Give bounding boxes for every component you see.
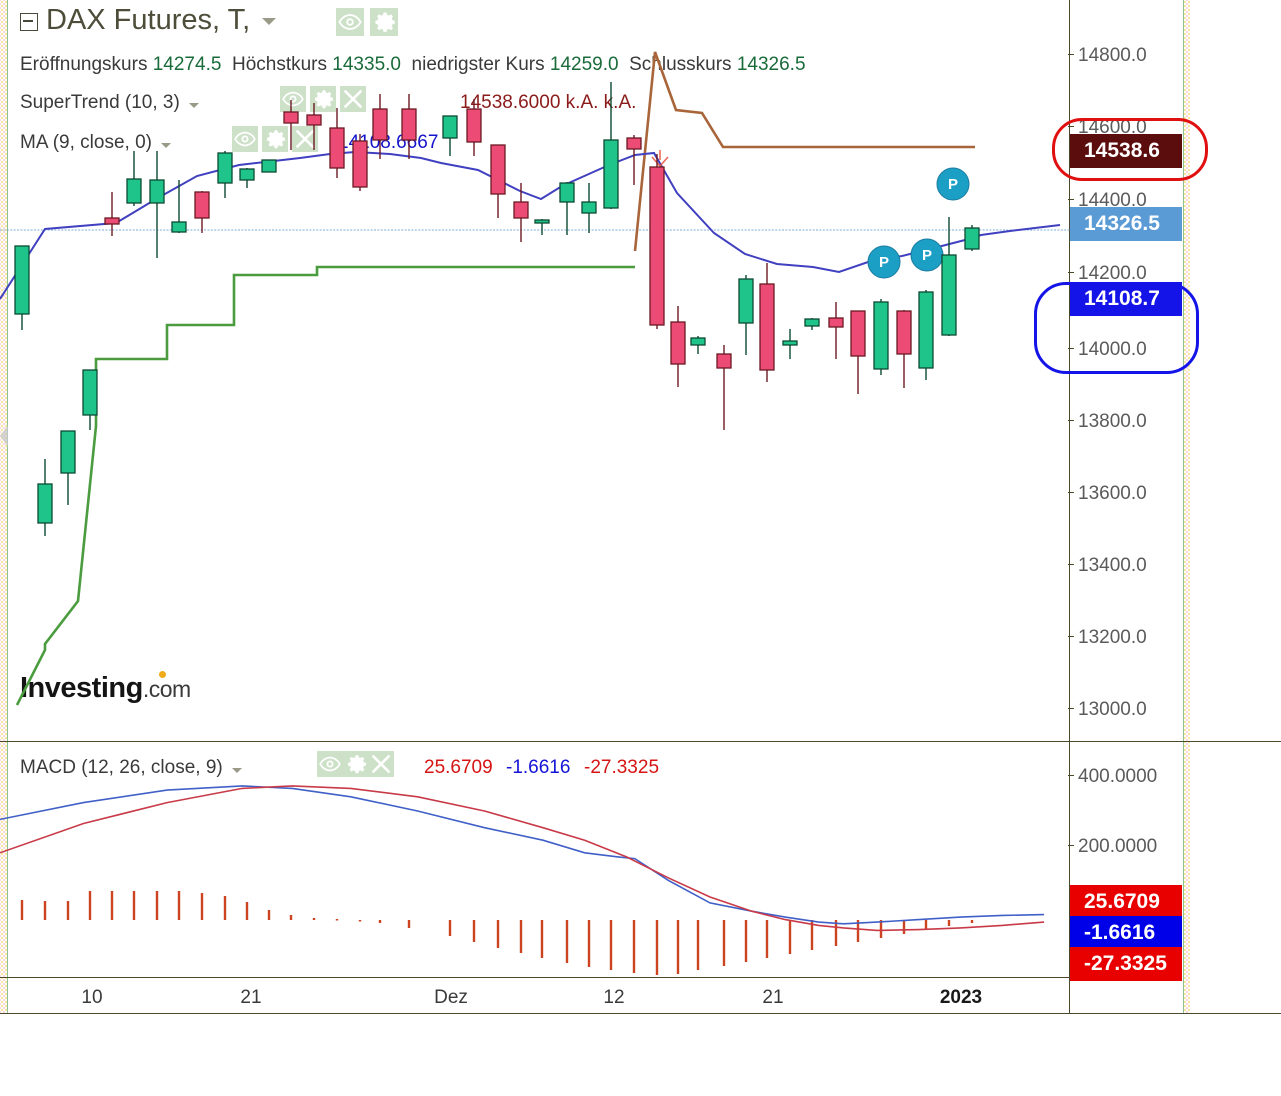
svg-text:P: P xyxy=(948,176,958,193)
svg-text:P: P xyxy=(922,247,932,264)
svg-text:P: P xyxy=(879,254,889,271)
